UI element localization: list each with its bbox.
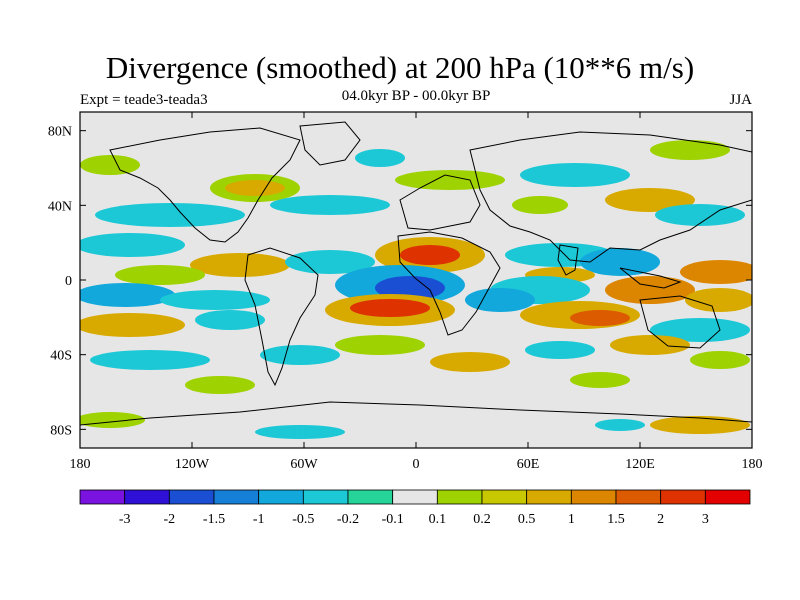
colorbar-label: -2 bbox=[163, 512, 175, 527]
colorbar-swatch bbox=[124, 489, 170, 505]
colorbar: -3 -2 -1.5 -1 -0.5 -0.2 -0.1 0.1 0.2 0.5 1 1.5 2 3 bbox=[79, 489, 751, 527]
colorbar-label: 3 bbox=[702, 512, 709, 527]
lon-tick-label: 60W bbox=[290, 457, 318, 472]
colorbar-label: 1.5 bbox=[607, 512, 625, 527]
colorbar-label: -1.5 bbox=[203, 512, 225, 527]
colorbar-swatch bbox=[79, 489, 126, 505]
lon-tick-label: 180 bbox=[70, 457, 91, 472]
colorbar-swatch bbox=[481, 489, 528, 505]
colorbar-swatch bbox=[258, 489, 304, 505]
colorbar-label: -0.5 bbox=[292, 512, 314, 527]
lat-tick-label: 80S bbox=[50, 423, 72, 438]
lat-tick-label: 80N bbox=[48, 125, 72, 140]
lat-tick-label: 40N bbox=[48, 199, 72, 214]
colorbar-label: 2 bbox=[657, 512, 664, 527]
colorbar-swatch bbox=[392, 489, 438, 505]
colorbar-swatch bbox=[526, 489, 572, 505]
lon-tick-label: 180 bbox=[742, 457, 763, 472]
colorbar-swatch bbox=[168, 489, 215, 505]
lon-tick-label: 60E bbox=[517, 457, 540, 472]
colorbar-swatch bbox=[302, 489, 349, 505]
colorbar-swatch bbox=[570, 489, 617, 505]
longitude-ticks: 180 120W 60W 0 60E 120E 180 bbox=[70, 112, 763, 472]
colorbar-swatch bbox=[615, 489, 662, 505]
colorbar-swatch bbox=[347, 489, 394, 505]
season-label: JJA bbox=[729, 92, 752, 108]
lon-tick-label: 120W bbox=[175, 457, 210, 472]
colorbar-label: -3 bbox=[119, 512, 131, 527]
colorbar-label: -0.1 bbox=[382, 512, 404, 527]
lat-tick-label: 40S bbox=[50, 349, 72, 364]
latitude-ticks: 80N 40N 0 40S 80S bbox=[48, 125, 752, 438]
lat-tick-label: 0 bbox=[65, 274, 72, 289]
colorbar-label: 1 bbox=[568, 512, 575, 527]
colorbar-swatch bbox=[660, 489, 706, 505]
colorbar-swatch bbox=[436, 489, 483, 505]
colorbar-label: 0.2 bbox=[473, 512, 491, 527]
lon-tick-label: 0 bbox=[413, 457, 420, 472]
experiment-label: Expt = teade3-teada3 bbox=[80, 92, 208, 108]
colorbar-label: -0.2 bbox=[337, 512, 359, 527]
colorbar-swatch bbox=[213, 489, 260, 505]
colorbar-label: 0.1 bbox=[429, 512, 447, 527]
coastlines bbox=[80, 121, 752, 426]
colorbar-label: 0.5 bbox=[518, 512, 536, 527]
plot-title: Divergence (smoothed) at 200 hPa (10**6 … bbox=[105, 50, 695, 85]
colorbar-swatch bbox=[704, 489, 751, 505]
colorbar-label: -1 bbox=[253, 512, 265, 527]
lon-tick-label: 120E bbox=[625, 457, 655, 472]
time-period-label: 04.0kyr BP - 00.0kyr BP bbox=[341, 88, 491, 104]
